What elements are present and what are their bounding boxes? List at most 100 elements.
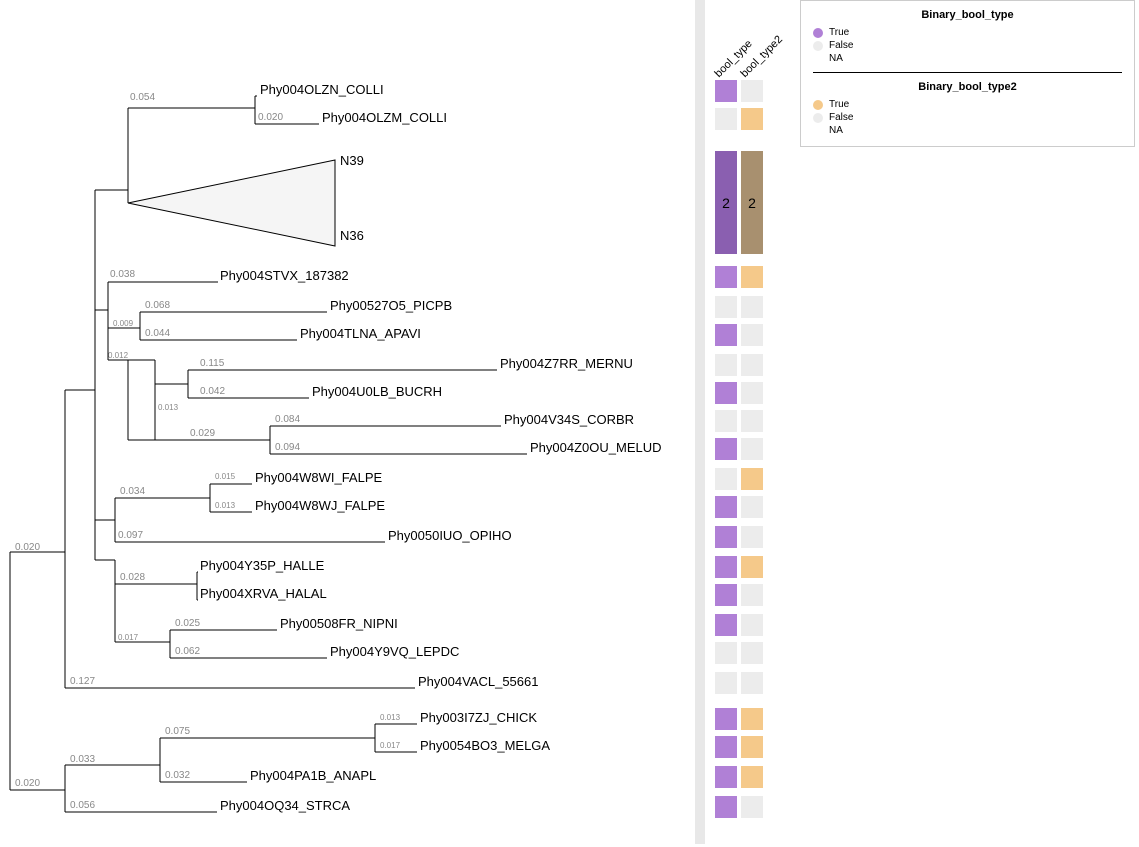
legend-label: NA <box>829 125 843 136</box>
heatmap-cell[interactable] <box>715 468 737 490</box>
heatmap-cell[interactable] <box>715 496 737 518</box>
tip-label[interactable]: Phy00508FR_NIPNI <box>280 616 398 631</box>
branch-length-label: 0.015 <box>215 472 236 481</box>
legend-divider <box>813 72 1122 73</box>
tip-label[interactable]: Phy004Y35P_HALLE <box>200 558 325 573</box>
heatmap-cell[interactable] <box>741 324 763 346</box>
heatmap-cell[interactable] <box>741 796 763 818</box>
tip-label[interactable]: Phy004Z7RR_MERNU <box>500 356 633 371</box>
tip-label[interactable]: Phy004PA1B_ANAPL <box>250 768 376 783</box>
legend-title-2: Binary_bool_type2 <box>813 81 1122 93</box>
heatmap-cell[interactable] <box>741 266 763 288</box>
tip-label[interactable]: Phy003I7ZJ_CHICK <box>420 710 537 725</box>
heatmap-cell[interactable] <box>741 584 763 606</box>
heatmap-cell[interactable] <box>715 296 737 318</box>
branch-length-label: 0.013 <box>380 713 401 722</box>
heatmap-cell[interactable] <box>715 614 737 636</box>
heatmap-cell[interactable] <box>715 796 737 818</box>
legend-label: NA <box>829 53 843 64</box>
tip-label[interactable]: Phy004Y9VQ_LEPDC <box>330 644 459 659</box>
vertical-separator <box>695 0 705 844</box>
heatmap-cell[interactable] <box>715 766 737 788</box>
branch-length-label: 0.009 <box>113 319 134 328</box>
tip-label[interactable]: Phy004OLZM_COLLI <box>322 110 447 125</box>
heatmap-cell[interactable] <box>741 642 763 664</box>
heatmap-cell[interactable] <box>741 556 763 578</box>
heatmap-cell[interactable] <box>741 108 763 130</box>
tip-label[interactable]: Phy004W8WJ_FALPE <box>255 498 385 513</box>
legend-swatch <box>813 100 823 110</box>
branch-length-label: 0.012 <box>108 351 129 360</box>
legend-swatch <box>813 126 823 136</box>
tip-label[interactable]: Phy004U0LB_BUCRH <box>312 384 442 399</box>
heatmap-cell[interactable] <box>715 526 737 548</box>
heatmap-cell[interactable] <box>715 672 737 694</box>
tip-label[interactable]: Phy004Z0OU_MELUD <box>530 440 662 455</box>
heatmap-cell[interactable] <box>741 410 763 432</box>
heatmap-cell[interactable] <box>741 736 763 758</box>
legend-item[interactable]: True <box>813 99 1122 110</box>
heatmap-cell[interactable] <box>741 80 763 102</box>
heatmap-cell[interactable] <box>715 708 737 730</box>
legend-panel: Binary_bool_type TrueFalseNA Binary_bool… <box>800 0 1135 147</box>
legend-item[interactable]: False <box>813 112 1122 123</box>
tip-label[interactable]: Phy004OLZN_COLLI <box>260 82 384 97</box>
legend-label: True <box>829 27 849 38</box>
heatmap-cell[interactable] <box>715 382 737 404</box>
tip-label[interactable]: Phy004VACL_55661 <box>418 674 538 689</box>
heatmap-cell[interactable] <box>715 354 737 376</box>
heatmap-cell[interactable] <box>715 556 737 578</box>
legend-swatch <box>813 41 823 51</box>
tip-label[interactable]: Phy00527O5_PICPB <box>330 298 452 313</box>
heatmap-cell[interactable] <box>741 468 763 490</box>
tip-label[interactable]: Phy0050IUO_OPIHO <box>388 528 512 543</box>
heatmap-cell[interactable] <box>741 382 763 404</box>
branch-length-label: 0.097 <box>118 530 143 541</box>
branch-length-label: 0.094 <box>275 442 300 453</box>
heatmap-cell[interactable] <box>715 324 737 346</box>
legend-item[interactable]: True <box>813 27 1122 38</box>
legend-item[interactable]: False <box>813 40 1122 51</box>
heatmap-cell[interactable] <box>741 354 763 376</box>
heatmap-cell[interactable] <box>715 410 737 432</box>
heatmap-cell[interactable] <box>715 736 737 758</box>
heatmap-cell[interactable] <box>741 708 763 730</box>
phylogenetic-tree: Phy004OLZN_COLLI Phy004OLZM_COLLI N39 N36 Ph… <box>0 0 690 844</box>
branch-length-label: 0.044 <box>145 328 170 339</box>
heatmap-cell[interactable] <box>715 584 737 606</box>
branch-length-label: 0.034 <box>120 486 145 497</box>
branch-length-label: 0.038 <box>110 269 135 280</box>
heatmap-cell[interactable] <box>715 642 737 664</box>
tip-label[interactable]: N39 <box>340 153 364 168</box>
heatmap-cell[interactable] <box>741 526 763 548</box>
heatmap-cell[interactable] <box>741 614 763 636</box>
heatmap-cell[interactable] <box>715 80 737 102</box>
legend-item[interactable]: NA <box>813 125 1122 136</box>
tip-label[interactable]: Phy004TLNA_APAVI <box>300 326 421 341</box>
branch-length-label: 0.028 <box>120 572 145 583</box>
branch-length-label: 0.062 <box>175 646 200 657</box>
tip-label[interactable]: Phy004W8WI_FALPE <box>255 470 382 485</box>
tip-label[interactable]: Phy004STVX_187382 <box>220 268 349 283</box>
branch-length-label: 0.013 <box>215 501 236 510</box>
heatmap-cell[interactable] <box>741 496 763 518</box>
tip-label[interactable]: N36 <box>340 228 364 243</box>
heatmap-cell[interactable] <box>715 266 737 288</box>
heatmap-cell[interactable] <box>741 296 763 318</box>
heatmap-cell[interactable] <box>715 108 737 130</box>
heatmap-cell[interactable] <box>715 438 737 460</box>
branch-length-label: 0.017 <box>380 741 401 750</box>
branch-length-label: 0.017 <box>118 633 139 642</box>
collapsed-clade-triangle[interactable] <box>128 160 335 246</box>
heatmap-cell[interactable] <box>741 672 763 694</box>
heatmap-cell[interactable] <box>741 766 763 788</box>
branch-length-label: 0.029 <box>190 428 215 439</box>
tip-label[interactable]: Phy004OQ34_STRCA <box>220 798 350 813</box>
heatmap-cell[interactable] <box>741 438 763 460</box>
legend-item[interactable]: NA <box>813 53 1122 64</box>
branch-length-label: 0.042 <box>200 386 225 397</box>
tip-label[interactable]: Phy004V34S_CORBR <box>504 412 634 427</box>
tip-label[interactable]: Phy0054BO3_MELGA <box>420 738 550 753</box>
tip-label[interactable]: Phy004XRVA_HALAL <box>200 586 327 601</box>
legend-swatch <box>813 113 823 123</box>
